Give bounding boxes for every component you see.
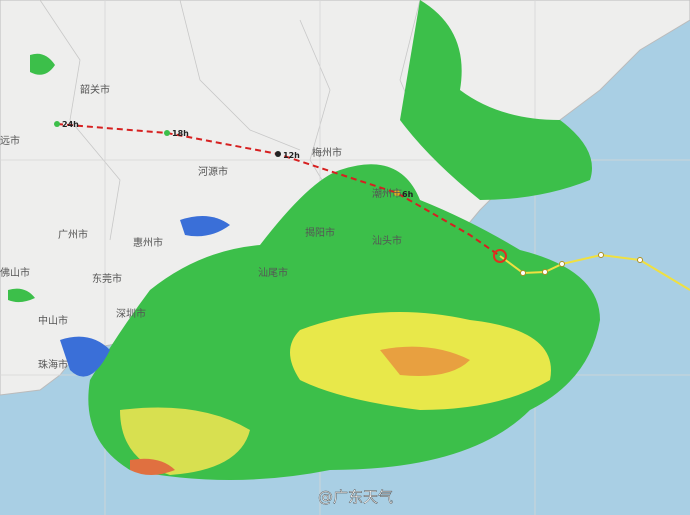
forecast-point [54,121,60,127]
city-label: 东莞市 [92,272,122,285]
city-label: 梅州市 [312,146,342,159]
city-label: 中山市 [38,314,68,327]
city-label: 深圳市 [116,307,146,320]
city-label: 河源市 [198,165,228,178]
forecast-point [164,130,170,136]
city-label: 韶关市 [80,83,110,96]
city-label: 汕头市 [372,234,402,247]
forecast-point [275,151,281,157]
forecast-label: 12h [283,151,300,160]
city-label: 汕尾市 [258,266,288,279]
city-label: 惠州市 [133,236,163,249]
city-label: 揭阳市 [305,226,335,239]
city-label: 广州市 [58,228,88,241]
radar-echo [8,0,600,481]
forecast-label: 18h [172,129,189,138]
city-labels: 远市 韶关市 河源市 梅州市 潮州市 揭阳市 汕头市 汕尾市 惠州市 广州市 东… [0,83,402,371]
forecast-labels: 24h 18h 12h 6h [62,120,414,199]
forecast-label: 24h [62,120,79,129]
watermark: @广东天气 [318,488,393,506]
city-label: 佛山市 [0,266,30,279]
typhoon-center [493,249,507,263]
forecast-point [394,190,400,196]
forecast-track [56,123,501,257]
track-points [520,252,643,276]
city-label: 潮州市 [372,187,402,200]
city-label: 远市 [0,134,20,147]
forecast-label: 6h [402,190,414,199]
city-label: 珠海市 [38,358,68,371]
